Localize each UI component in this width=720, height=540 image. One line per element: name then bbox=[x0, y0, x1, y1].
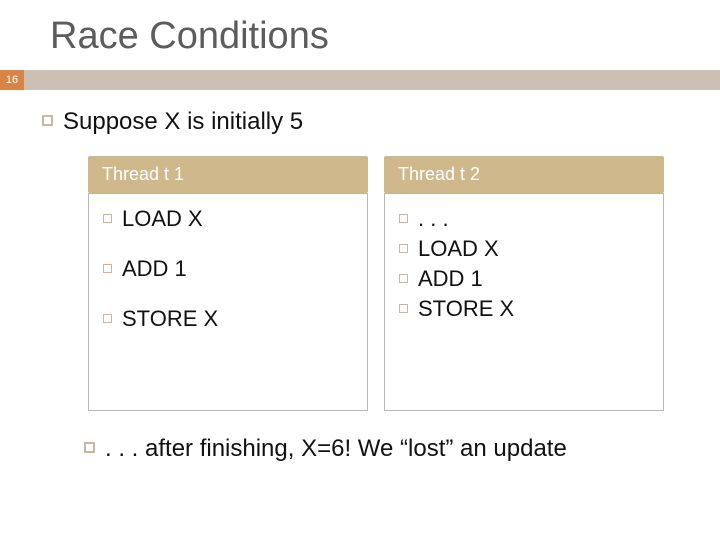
list-item: LOAD X bbox=[399, 236, 653, 262]
slide-content: Suppose X is initially 5 Thread t 1 LOAD… bbox=[0, 90, 720, 463]
thread1-item-0: LOAD X bbox=[122, 206, 203, 232]
intro-bullet: Suppose X is initially 5 bbox=[42, 108, 720, 136]
bullet-icon bbox=[399, 244, 408, 253]
bullet-icon bbox=[399, 274, 408, 283]
bullet-icon bbox=[103, 214, 112, 223]
thread2-header: Thread t 2 bbox=[384, 156, 664, 193]
bullet-icon bbox=[103, 314, 112, 323]
list-item: ADD 1 bbox=[399, 266, 653, 292]
list-item: ADD 1 bbox=[103, 256, 357, 282]
slide-number-bar: 16 bbox=[0, 70, 720, 90]
thread1-column: Thread t 1 LOAD X ADD 1 STORE X bbox=[88, 156, 368, 411]
thread1-body: LOAD X ADD 1 STORE X bbox=[88, 193, 368, 411]
thread2-column: Thread t 2 . . . LOAD X ADD 1 STORE X bbox=[384, 156, 664, 411]
thread-columns: Thread t 1 LOAD X ADD 1 STORE X Thread t… bbox=[88, 156, 720, 411]
bullet-icon bbox=[399, 214, 408, 223]
list-item: LOAD X bbox=[103, 206, 357, 232]
intro-text: Suppose X is initially 5 bbox=[63, 108, 303, 136]
thread2-item-1: LOAD X bbox=[418, 236, 499, 262]
thread2-item-2: ADD 1 bbox=[418, 266, 483, 292]
slide-title: Race Conditions bbox=[0, 0, 720, 70]
list-item: STORE X bbox=[399, 296, 653, 322]
thread1-item-1: ADD 1 bbox=[122, 256, 187, 282]
thread1-header: Thread t 1 bbox=[88, 156, 368, 193]
conclusion-bullet: . . . after finishing, X=6! We “lost” an… bbox=[84, 435, 720, 463]
thread2-item-0: . . . bbox=[418, 206, 449, 232]
thread2-body: . . . LOAD X ADD 1 STORE X bbox=[384, 193, 664, 411]
thread2-item-3: STORE X bbox=[418, 296, 514, 322]
slide-bar-fill bbox=[24, 70, 720, 90]
list-item: . . . bbox=[399, 206, 653, 232]
bullet-icon bbox=[103, 264, 112, 273]
slide-number-badge: 16 bbox=[0, 70, 24, 90]
bullet-icon bbox=[399, 304, 408, 313]
list-item: STORE X bbox=[103, 306, 357, 332]
thread1-item-2: STORE X bbox=[122, 306, 218, 332]
bullet-icon bbox=[84, 442, 95, 453]
conclusion-text: . . . after finishing, X=6! We “lost” an… bbox=[105, 435, 567, 463]
bullet-icon bbox=[42, 115, 53, 126]
